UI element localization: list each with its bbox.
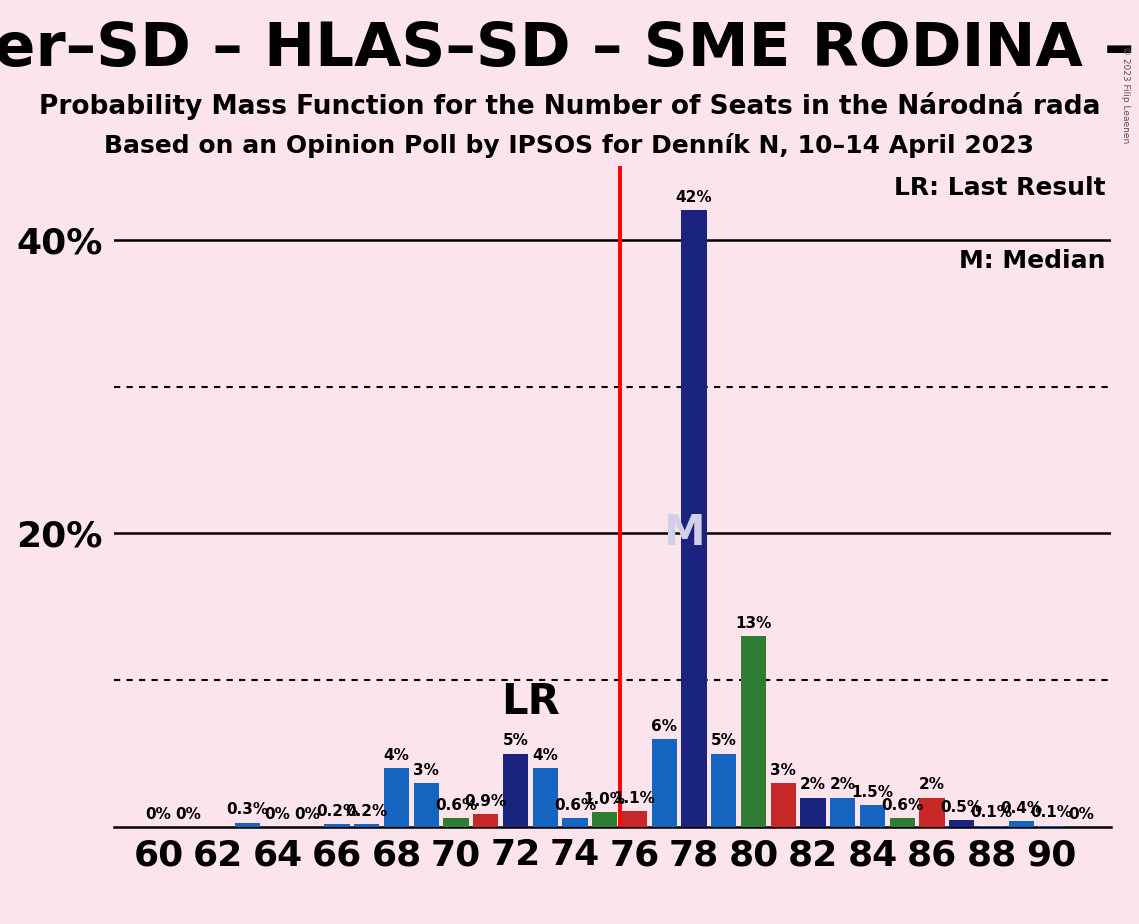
Bar (949, 820, 975, 827)
Text: 0.3%: 0.3% (227, 802, 269, 818)
Text: 0.2%: 0.2% (316, 804, 358, 819)
Bar (771, 783, 796, 827)
Text: 5%: 5% (711, 734, 737, 748)
Bar (1009, 821, 1034, 827)
Bar (384, 768, 409, 827)
Bar (740, 636, 767, 827)
Bar (919, 797, 944, 827)
Bar (592, 812, 617, 827)
Bar (652, 739, 677, 827)
Text: 2%: 2% (919, 777, 945, 793)
Text: 0.5%: 0.5% (941, 799, 983, 814)
Bar (622, 811, 647, 827)
Text: M: M (663, 512, 704, 554)
Bar (413, 783, 439, 827)
Text: 1.0%: 1.0% (584, 792, 625, 808)
Bar (503, 754, 528, 827)
Text: 0%: 0% (294, 807, 320, 821)
Text: 0.1%: 0.1% (970, 806, 1013, 821)
Text: 13%: 13% (736, 616, 772, 631)
Bar (354, 824, 379, 827)
Text: 3%: 3% (413, 763, 440, 778)
Text: 1.1%: 1.1% (614, 791, 655, 806)
Text: 2%: 2% (800, 777, 826, 793)
Text: 42%: 42% (675, 190, 712, 205)
Bar (681, 211, 706, 827)
Text: 0%: 0% (175, 807, 202, 821)
Text: Based on an Opinion Poll by IPSOS for Denník N, 10–14 April 2023: Based on an Opinion Poll by IPSOS for De… (105, 133, 1034, 158)
Text: 0.6%: 0.6% (882, 798, 924, 813)
Bar (711, 754, 737, 827)
Bar (830, 797, 855, 827)
Bar (325, 824, 350, 827)
Text: er–SD – HLAS–SD – SME RODINA – SNS – Kotleba–ĽS: er–SD – HLAS–SD – SME RODINA – SNS – Kot… (0, 20, 1139, 79)
Text: 4%: 4% (384, 748, 409, 763)
Text: 0%: 0% (1068, 807, 1093, 821)
Bar (563, 818, 588, 827)
Bar (235, 822, 261, 827)
Text: 0.6%: 0.6% (435, 798, 477, 813)
Text: 0%: 0% (146, 807, 172, 821)
Text: 1.5%: 1.5% (852, 784, 893, 800)
Text: LR: Last Result: LR: Last Result (894, 176, 1106, 201)
Text: LR: LR (501, 681, 559, 723)
Text: 0.1%: 0.1% (1030, 806, 1072, 821)
Bar (443, 818, 468, 827)
Text: Probability Mass Function for the Number of Seats in the Národná rada: Probability Mass Function for the Number… (39, 92, 1100, 120)
Text: © 2023 Filip Leaenen: © 2023 Filip Leaenen (1121, 46, 1130, 143)
Text: 5%: 5% (502, 734, 528, 748)
Text: 0%: 0% (264, 807, 290, 821)
Bar (1039, 825, 1064, 827)
Text: 2%: 2% (830, 777, 855, 793)
Text: 0.2%: 0.2% (345, 804, 388, 819)
Bar (978, 825, 1005, 827)
Text: 4%: 4% (532, 748, 558, 763)
Bar (533, 768, 558, 827)
Text: 6%: 6% (652, 719, 678, 734)
Bar (473, 814, 499, 827)
Text: 0.6%: 0.6% (554, 798, 596, 813)
Text: 0.9%: 0.9% (465, 794, 507, 808)
Text: 0.4%: 0.4% (1000, 801, 1042, 816)
Bar (890, 818, 915, 827)
Text: M: Median: M: Median (959, 249, 1106, 273)
Text: 3%: 3% (770, 763, 796, 778)
Bar (860, 805, 885, 827)
Bar (801, 797, 826, 827)
